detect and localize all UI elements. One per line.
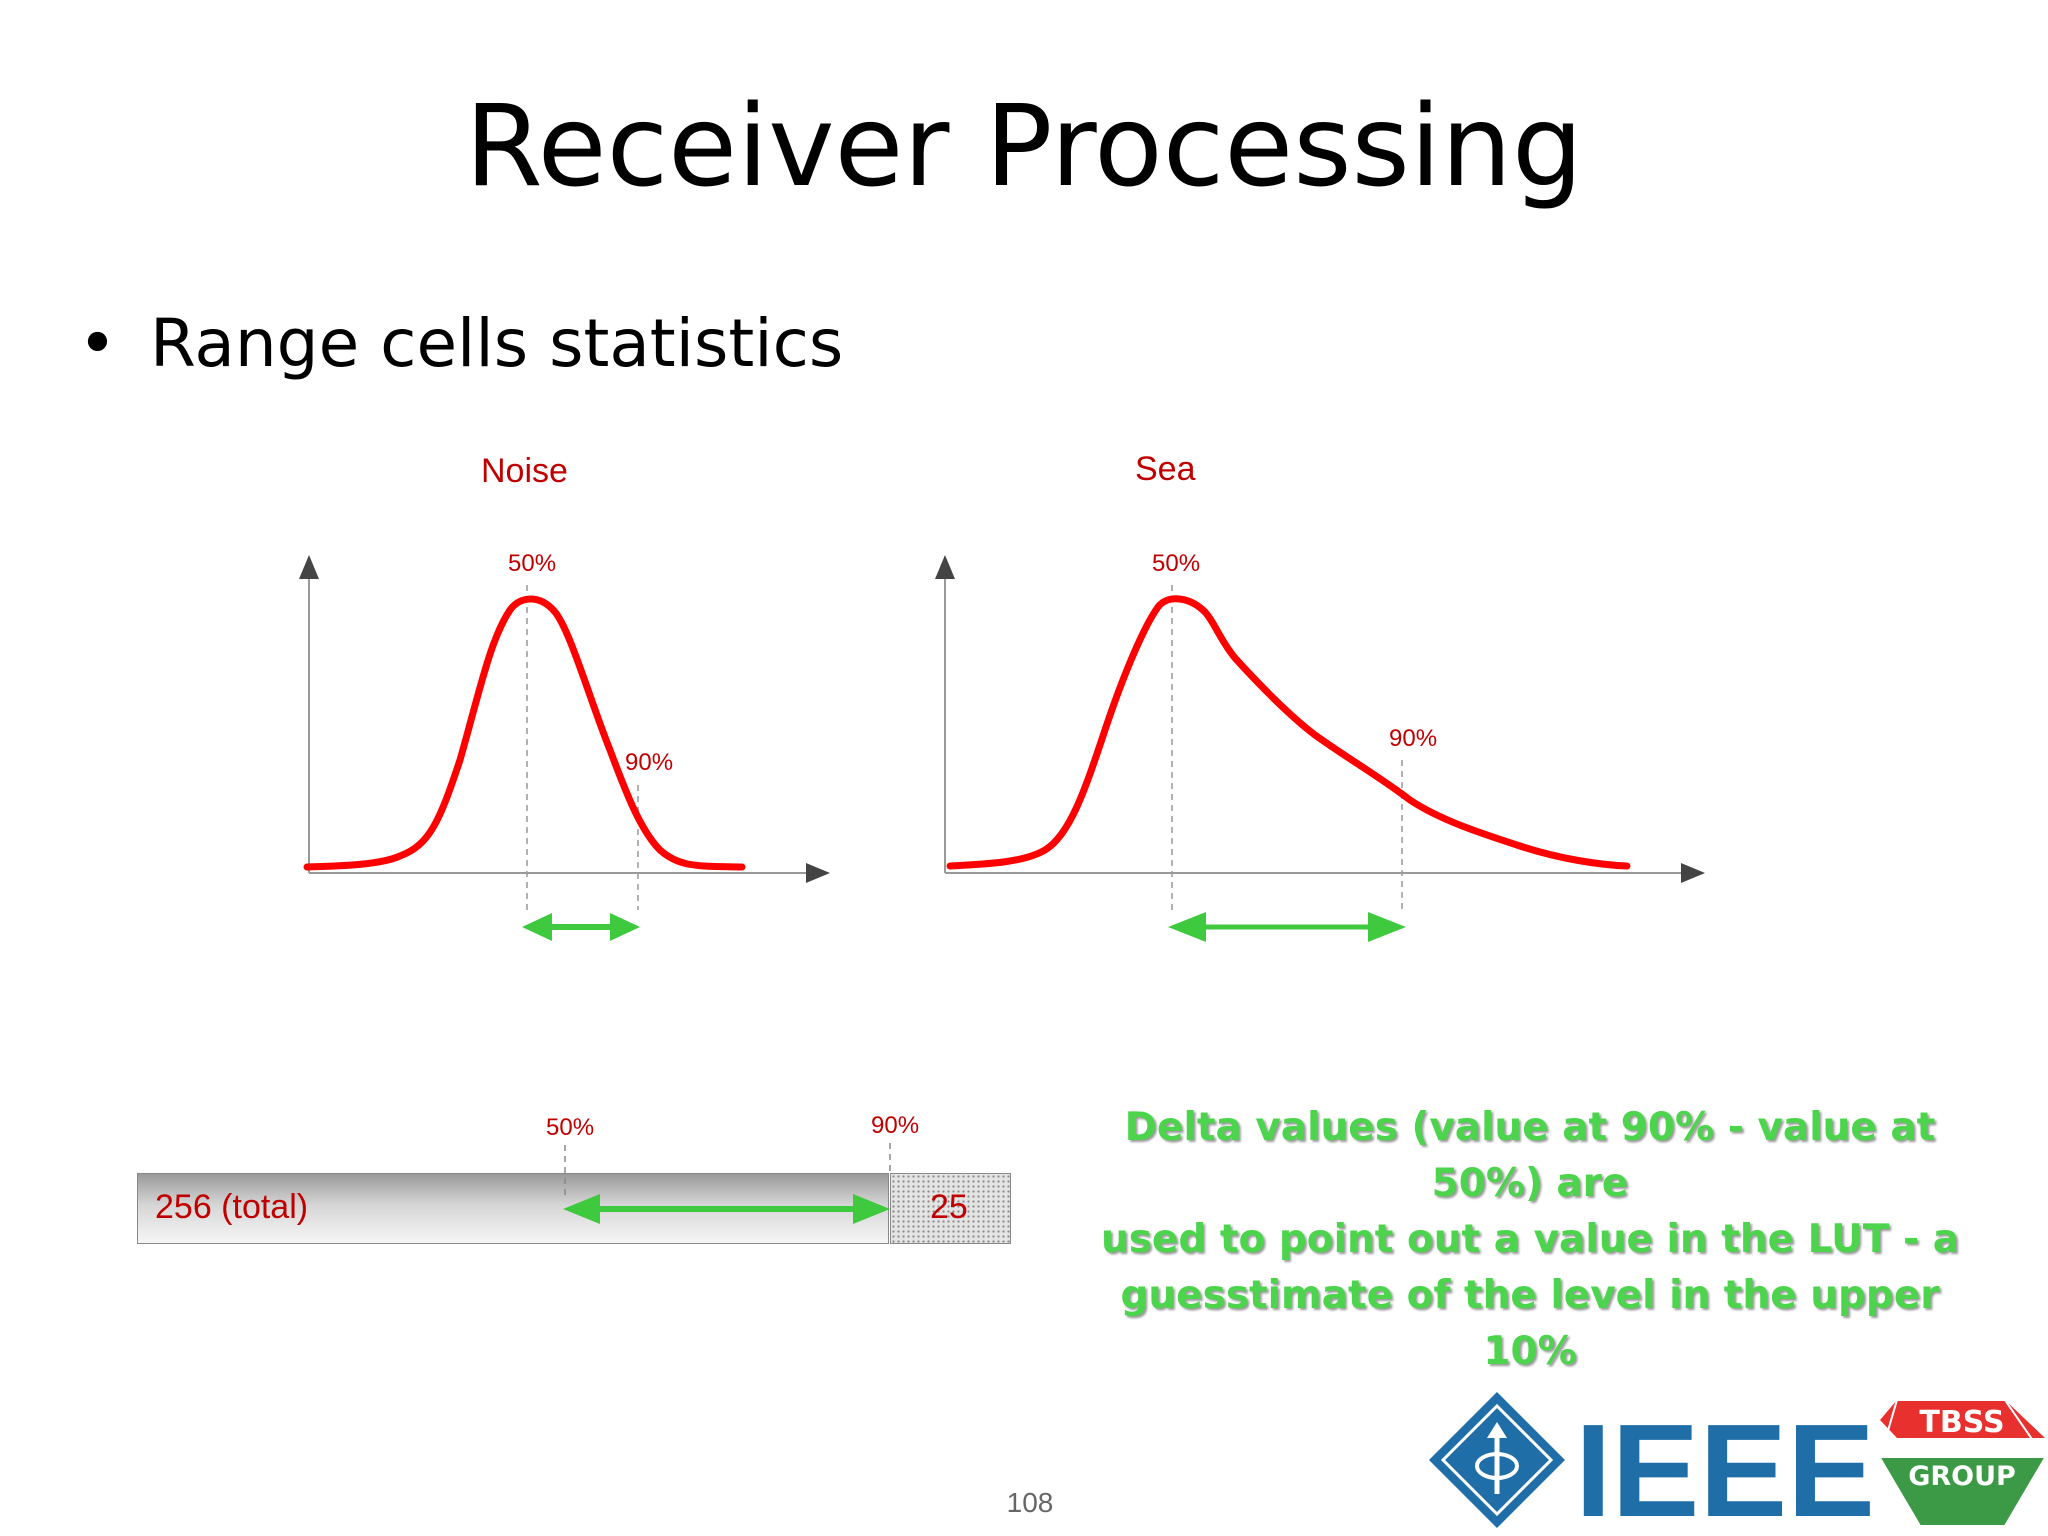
- sea-chart-title: Sea: [1135, 450, 1196, 488]
- noise-50-label: 50%: [508, 550, 557, 577]
- group-text: GROUP: [1908, 1461, 2016, 1492]
- noise-90-label: 90%: [625, 749, 674, 776]
- delta-line-3: guesstimate of the level in the upper 10…: [1120, 1273, 1940, 1374]
- delta-explanation: Delta values (value at 90% - value at 50…: [1070, 1100, 1990, 1380]
- noise-delta-arrow: [522, 913, 640, 941]
- ieee-tbss-logo: IEEE TBSS GROUP: [1429, 1392, 2045, 1536]
- upper-tail-label: 25: [930, 1188, 968, 1226]
- total-cells-label: 256 (total): [155, 1188, 309, 1226]
- sea-90-label: 90%: [1389, 725, 1438, 752]
- delta-line-2: used to point out a value in the LUT - a: [1100, 1217, 1960, 1262]
- bullet-dot-icon: •: [78, 305, 117, 382]
- slide-title: Receiver Processing: [464, 82, 1584, 212]
- bullet-item: • Range cells statistics: [78, 305, 843, 382]
- ieee-diamond-icon: [1429, 1392, 1565, 1528]
- noise-curve: [303, 595, 746, 871]
- ieee-wordmark: IEEE: [1575, 1397, 1875, 1536]
- upper-tail-bar: [890, 1173, 1011, 1244]
- bullet-text: Range cells statistics: [150, 305, 844, 382]
- tbss-group-badge: TBSS GROUP: [1878, 1399, 2045, 1527]
- tbss-text: TBSS: [1919, 1405, 2004, 1440]
- page-number: 108: [1006, 1487, 1054, 1518]
- sea-50-label: 50%: [1152, 550, 1201, 577]
- sea-curve: [946, 595, 1631, 870]
- bar-50-label: 50%: [546, 1114, 595, 1141]
- bar-delta-arrow: [563, 1194, 890, 1224]
- noise-chart-title: Noise: [481, 452, 568, 490]
- sea-delta-arrow: [1168, 912, 1406, 942]
- bar-90-label: 90%: [871, 1112, 920, 1139]
- delta-line-1: Delta values (value at 90% - value at 50…: [1124, 1105, 1936, 1206]
